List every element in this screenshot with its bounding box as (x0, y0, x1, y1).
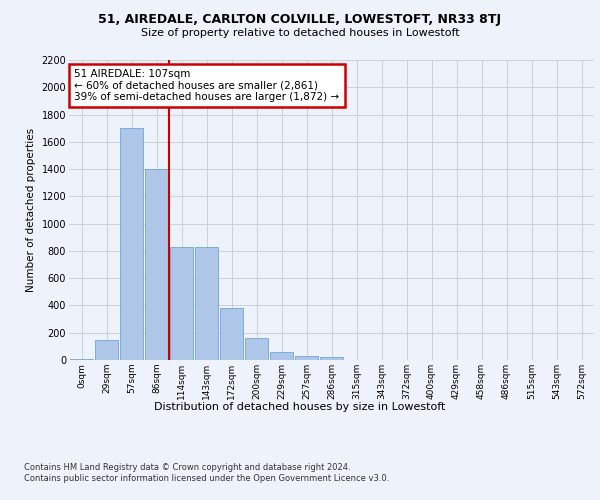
Text: 51, AIREDALE, CARLTON COLVILLE, LOWESTOFT, NR33 8TJ: 51, AIREDALE, CARLTON COLVILLE, LOWESTOF… (98, 12, 502, 26)
Text: Size of property relative to detached houses in Lowestoft: Size of property relative to detached ho… (140, 28, 460, 38)
Y-axis label: Number of detached properties: Number of detached properties (26, 128, 36, 292)
Bar (245, 338, 268, 360)
Text: Contains public sector information licensed under the Open Government Licence v3: Contains public sector information licen… (24, 474, 389, 483)
Bar (145, 169, 168, 360)
Bar (120, 128, 143, 360)
Bar (220, 308, 243, 360)
Bar (195, 247, 218, 360)
Bar (295, 356, 318, 360)
Text: Contains HM Land Registry data © Crown copyright and database right 2024.: Contains HM Land Registry data © Crown c… (24, 462, 350, 471)
Bar (320, 356, 343, 360)
Bar (70, 358, 93, 360)
Text: 51 AIREDALE: 107sqm
← 60% of detached houses are smaller (2,861)
39% of semi-det: 51 AIREDALE: 107sqm ← 60% of detached ho… (74, 69, 340, 102)
Bar (270, 352, 293, 360)
Bar (170, 247, 193, 360)
Bar (95, 340, 118, 360)
Text: Distribution of detached houses by size in Lowestoft: Distribution of detached houses by size … (154, 402, 446, 412)
